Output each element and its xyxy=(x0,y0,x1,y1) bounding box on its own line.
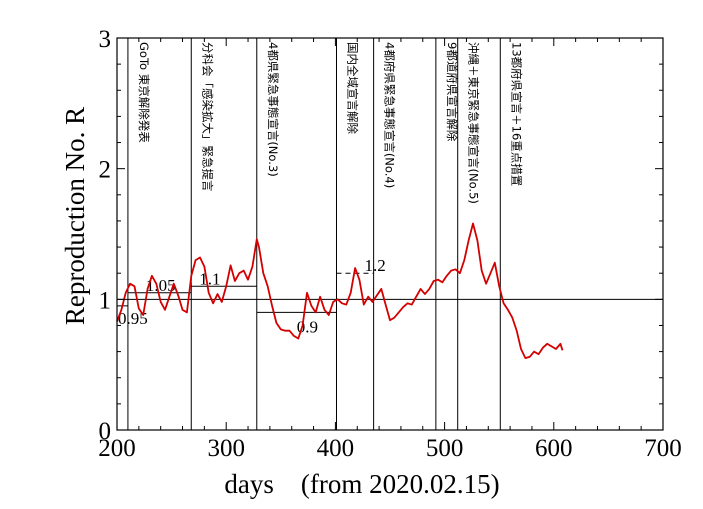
event-label: 4都県緊急事態宣言(No.3) xyxy=(266,42,280,177)
x-tick-label: 300 xyxy=(207,435,245,462)
plot-frame xyxy=(116,37,664,431)
y-tick-label: 3 xyxy=(99,26,112,53)
x-tick-label: 200 xyxy=(98,435,136,462)
event-lines: GoTo 東京解除発表 分科会「感染拡大」緊急提言 4都県緊急事態宣言(No.3) 国… xyxy=(127,38,523,430)
level-label: 0.95 xyxy=(118,309,148,328)
y-tick-label: 2 xyxy=(99,157,112,184)
level-label: 1.1 xyxy=(199,269,220,288)
event-label: 9都道府県宣言解除 xyxy=(445,42,459,142)
plot-border xyxy=(116,37,664,431)
x-tick-label: 700 xyxy=(644,435,682,462)
event-label: 分科会「感染拡大」緊急提言 xyxy=(200,42,214,192)
x-axis-title: days (from 2020.02.15) xyxy=(224,469,499,499)
level-label: 1.2 xyxy=(364,256,385,275)
event-label: 国内全域宣言解除 xyxy=(345,42,359,134)
x-tick-label: 400 xyxy=(317,435,355,462)
x-tick-label: 600 xyxy=(535,435,573,462)
x-tick-label: 500 xyxy=(426,435,464,462)
y-axis-title: Reproduction No. R xyxy=(60,107,90,325)
level-label: 1.05 xyxy=(146,276,176,295)
level-lines: 1.05 1.1 0.95 0.9 1.2 xyxy=(117,256,386,336)
level-label: 0.9 xyxy=(297,317,318,336)
event-label: 4都府県緊急事態宣言(No.4) xyxy=(383,42,397,188)
event-label: 13都府県宣言＋16重点措置 xyxy=(509,42,523,186)
y-tick-label: 0 xyxy=(99,418,112,445)
y-tick-label: 1 xyxy=(99,287,112,314)
axis-ticks: 200 300 400 500 600 700 0 1 2 3 xyxy=(98,26,682,462)
series xyxy=(116,222,564,360)
series-line xyxy=(116,222,564,360)
event-label: GoTo 東京解除発表 xyxy=(137,42,151,143)
event-label: 沖縄＋東京緊急事態宣言(No.5) xyxy=(467,42,481,204)
